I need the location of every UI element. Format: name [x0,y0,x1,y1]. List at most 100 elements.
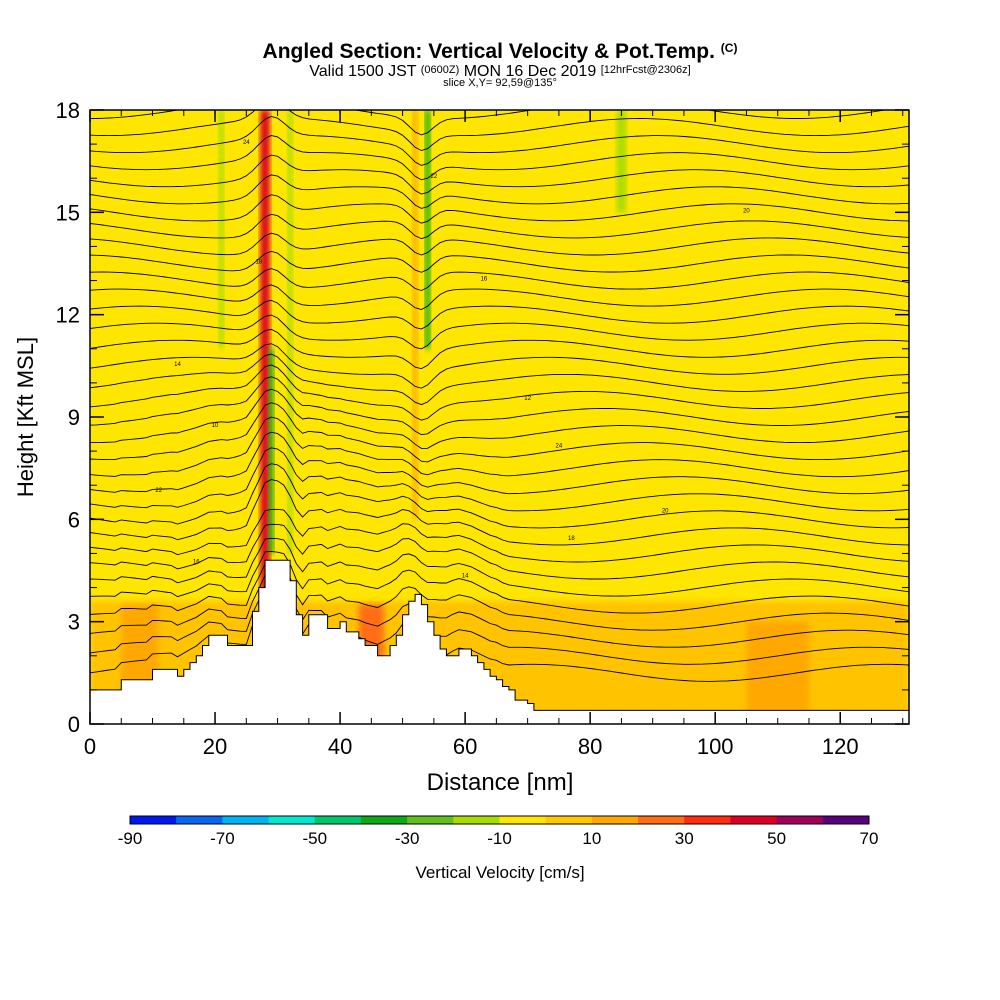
colorbar-frame [129,815,870,825]
contour-line-18 [90,343,909,389]
contour-label-3: 18 [255,260,262,266]
contour-line-27 [90,194,909,224]
colorbar-swatch-12 [684,816,731,824]
contour-line-23 [90,268,909,291]
field-feature-1 [268,348,274,554]
contour-line-26 [90,213,909,240]
subtitle-valid: Valid 1500 JST [309,63,417,80]
colorbar-swatch-14 [776,816,824,824]
colorbar: -90 -70 -50 -30 -10 10 30 50 70 [118,815,879,848]
contour-label-2: 20 [743,208,750,214]
chart-title: Angled Section: Vertical Velocity & Pot.… [0,36,1000,64]
colorbar-swatch-1 [176,816,223,824]
x-tick-label-40: 40 [328,734,352,759]
contour-line-19 [90,328,909,370]
contour-line-22 [90,284,909,310]
terrain-shape [89,559,910,725]
contour-line-24 [90,250,909,273]
y-tick-label-9: 9 [68,405,80,430]
field-feature-3 [287,110,293,554]
field-feature-4 [425,110,431,349]
contour-line-2 [90,574,909,648]
colorbar-swatch-7 [453,816,500,824]
potential-temperature-contours: 24 22 20 18 16 14 12 10 24 22 20 18 16 14 [90,110,909,682]
title-mark: (C) [720,41,738,55]
colorbar-swatch-0 [130,816,177,824]
contour-line-31 [90,116,909,166]
colorbar-tick-label-2: -50 [302,829,327,848]
colorbar-tick-label-7: 50 [767,829,786,848]
subtitle-forecast: [12hrFcst@2306z] [600,64,691,76]
x-tick-label-0: 0 [84,734,96,759]
colorbar-tick-label-6: 30 [675,829,694,848]
contour-line-17 [90,353,909,406]
colorbar-label: Vertical Velocity [cm/s] [415,863,585,882]
colorbar-swatch-5 [360,816,408,824]
colorbar-swatch-8 [499,816,547,824]
colorbar-swatch-9 [545,816,593,824]
contour-line-32 [90,110,909,151]
contour-line-14 [90,388,909,449]
contour-line-15 [90,376,909,436]
y-axis: 0 3 6 9 12 15 18 [56,98,909,737]
colorbar-swatch-13 [730,816,778,824]
y-tick-label-12: 12 [56,303,80,328]
contour-line-25 [90,232,909,256]
contour-line-11 [90,431,909,495]
colorbar-swatch-6 [407,816,454,824]
title-text: Angled Section: Vertical Velocity & Pot.… [262,40,715,63]
x-axis: 0 20 40 60 80 100 120 [84,110,904,759]
contour-label-4: 16 [481,277,488,283]
colorbar-tick-label-4: -10 [487,829,512,848]
x-axis-label: Distance [nm] [427,769,574,796]
y-tick-label-15: 15 [56,200,80,225]
y-axis-label: Height [Kft MSL] [13,337,38,497]
x-tick-label-60: 60 [453,734,477,759]
contour-label-9: 22 [155,488,162,494]
contour-label-7: 10 [212,423,219,429]
contour-label-10: 20 [662,509,669,515]
y-tick-label-18: 18 [56,98,80,123]
x-tick-label-20: 20 [203,734,227,759]
colorbar-swatch-2 [222,816,270,824]
contour-line-6 [90,523,909,580]
contour-line-5 [90,537,909,597]
colorbar-tick-label-8: 70 [860,829,879,848]
y-tick-label-0: 0 [68,712,80,737]
contour-line-12 [90,416,909,478]
contour-line-33 [90,110,889,136]
y-tick-label-6: 6 [68,507,80,532]
x-tick-label-120: 120 [822,734,859,759]
x-tick-label-80: 80 [578,734,602,759]
contour-label-12: 16 [193,560,200,566]
field-feature-5 [412,110,418,520]
contour-line-8 [90,479,909,546]
chart-subtitle: Valid 1500 JST (0600Z) MON 16 Dec 2019 [… [0,61,1000,81]
colorbar-swatch-11 [638,816,685,824]
contour-label-1: 22 [431,174,438,180]
contour-line-28 [90,174,909,209]
colorbar-tick-label-0: -90 [118,829,143,848]
colorbar-swatch-4 [314,816,362,824]
contour-line-29 [90,154,909,195]
contour-label-11: 18 [568,536,575,542]
field-feature-6 [616,110,627,213]
field-feature-2 [218,110,224,349]
colorbar-tick-label-5: 10 [582,829,601,848]
contour-label-0: 24 [243,140,250,146]
colorbar-swatch-10 [591,816,639,824]
colorbar-tick-label-3: -30 [395,829,420,848]
contour-line-30 [90,135,909,181]
contour-line-13 [90,402,909,463]
colorbar-swatch-15 [822,816,870,824]
subtitle-date: MON 16 Dec 2019 [463,63,597,80]
contour-label-8: 24 [556,444,563,450]
contour-label-5: 14 [174,362,181,368]
contour-line-21 [90,299,909,330]
y-tick-label-3: 3 [68,610,80,635]
contour-line-4 [90,550,909,614]
subtitle-utc: (0600Z) [420,64,460,76]
contour-label-6: 12 [524,396,531,402]
contour-line-7 [90,508,909,563]
